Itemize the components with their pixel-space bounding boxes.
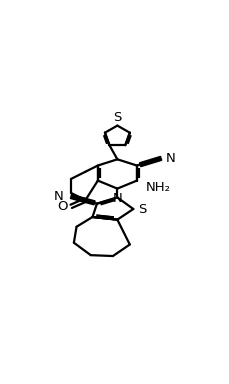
Text: S: S — [113, 111, 122, 124]
Text: N: N — [54, 190, 63, 203]
Text: N: N — [166, 152, 175, 165]
Text: S: S — [138, 202, 147, 215]
Text: O: O — [57, 200, 68, 213]
Text: N: N — [112, 192, 122, 205]
Text: NH₂: NH₂ — [146, 181, 171, 194]
